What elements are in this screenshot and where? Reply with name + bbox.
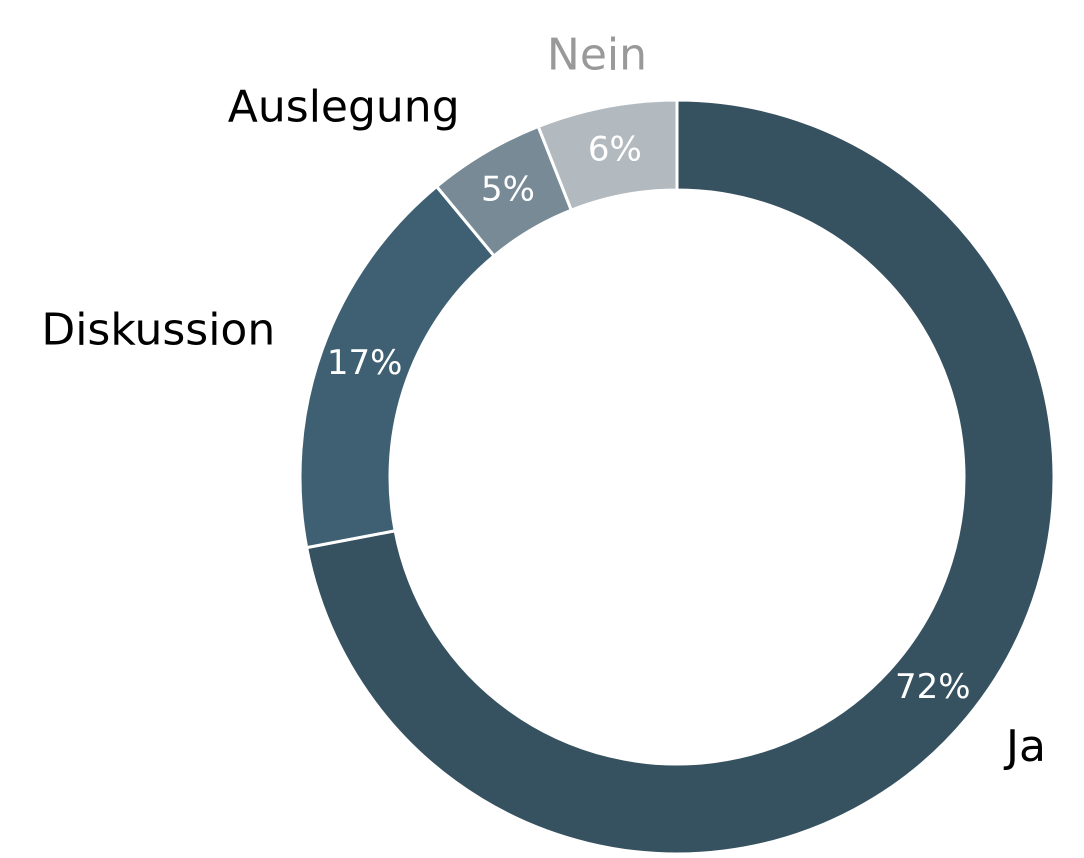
- donut-slice: [304, 98, 1056, 856]
- donut-slice: [536, 98, 679, 213]
- value-label: 17%: [327, 343, 403, 383]
- category-label: Diskussion: [41, 304, 275, 355]
- category-label: Nein: [547, 30, 647, 81]
- category-label: Auslegung: [228, 81, 460, 132]
- value-label: 5%: [481, 170, 535, 210]
- value-label: 72%: [895, 667, 971, 707]
- value-label: 6%: [588, 129, 642, 169]
- category-label: Ja: [1003, 721, 1046, 772]
